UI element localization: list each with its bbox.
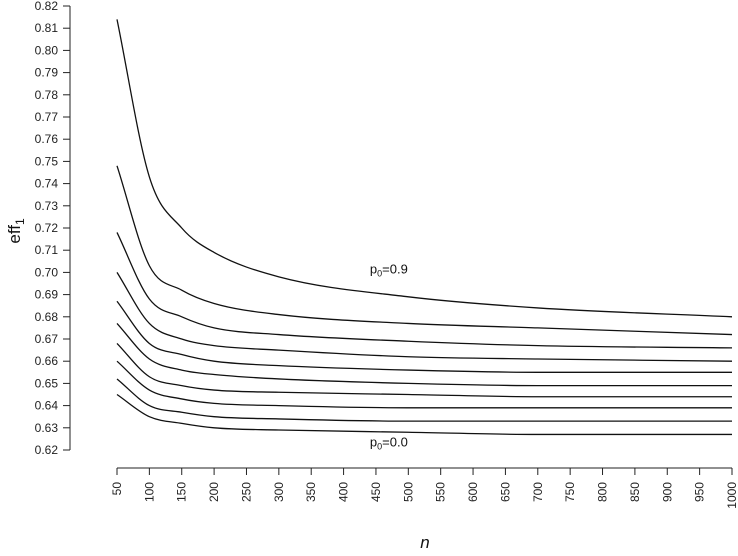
x-tick-label: 800 <box>596 482 610 502</box>
x-tick-label: 550 <box>434 482 448 502</box>
y-tick-label: 0.79 <box>35 66 59 80</box>
x-tick-label: 700 <box>531 482 545 502</box>
x-tick-label: 950 <box>693 482 707 502</box>
y-tick-label: 0.73 <box>35 199 59 213</box>
x-tick-label: 450 <box>369 482 383 502</box>
x-tick-label: 900 <box>660 482 674 502</box>
y-tick-label: 0.64 <box>35 399 59 413</box>
y-tick-label: 0.75 <box>35 154 59 168</box>
y-tick-label: 0.78 <box>35 88 59 102</box>
annotations: p0=0.9 p0=0.0 <box>370 262 408 452</box>
series-line-8 <box>116 165 733 336</box>
annotation-label-0: p0=0.9 <box>370 262 408 279</box>
y-tick-label: 0.82 <box>35 0 59 13</box>
y-axis-title-sub: 1 <box>13 218 27 225</box>
series-line-9 <box>116 19 733 318</box>
series-line-0 <box>116 393 733 436</box>
series-line-2 <box>116 360 732 409</box>
x-axis: 50 100 150 200 250 300 350 400 450 500 550 600 650 70… <box>110 467 738 509</box>
y-tick-label: 0.80 <box>35 43 59 57</box>
x-tick-label: 850 <box>628 482 642 502</box>
y-tick-label: 0.66 <box>35 354 59 368</box>
y-axis-title-base: eff <box>5 225 24 244</box>
x-tick-label: 150 <box>175 482 189 502</box>
x-tick-label: 400 <box>337 482 351 502</box>
series-line-3 <box>116 342 732 398</box>
x-tick-label: 600 <box>466 482 480 502</box>
x-tick-label: 300 <box>272 482 286 502</box>
series-line-5 <box>116 300 732 373</box>
x-tick-label: 1000 <box>725 482 738 509</box>
y-tick-label: 0.68 <box>35 310 59 324</box>
x-axis-title: n <box>420 533 429 552</box>
series-line-4 <box>116 323 732 387</box>
series-line-6 <box>116 272 733 362</box>
y-tick-label: 0.70 <box>35 265 59 279</box>
x-tick-label: 100 <box>142 482 156 502</box>
y-axis-title: eff1 <box>5 218 27 244</box>
y-tick-label: 0.69 <box>35 288 59 302</box>
y-tick-label: 0.81 <box>35 21 59 35</box>
x-tick-label: 250 <box>239 482 253 502</box>
series-line-1 <box>116 378 732 422</box>
y-tick-label: 0.65 <box>35 376 59 390</box>
annotation-label-1: p0=0.0 <box>370 435 408 452</box>
y-tick-label: 0.77 <box>35 110 59 124</box>
y-tick-label: 0.72 <box>35 221 59 235</box>
x-tick-label: 200 <box>207 482 221 502</box>
x-tick-label: 350 <box>304 482 318 502</box>
y-tick-label: 0.62 <box>35 443 59 457</box>
y-tick-label: 0.76 <box>35 132 59 146</box>
y-axis: 0.62 0.63 0.64 0.65 0.66 0.67 0.68 0.69 0.70 0.71… <box>35 0 71 457</box>
y-tick-label: 0.67 <box>35 332 59 346</box>
series-line-7 <box>116 232 733 349</box>
y-tick-label: 0.74 <box>35 177 59 191</box>
x-tick-label: 650 <box>498 482 512 502</box>
y-tick-label: 0.63 <box>35 421 59 435</box>
x-tick-label: 50 <box>110 482 124 496</box>
y-tick-label: 0.71 <box>35 243 59 257</box>
curves <box>116 19 733 436</box>
x-tick-label: 750 <box>563 482 577 502</box>
x-tick-label: 500 <box>401 482 415 502</box>
